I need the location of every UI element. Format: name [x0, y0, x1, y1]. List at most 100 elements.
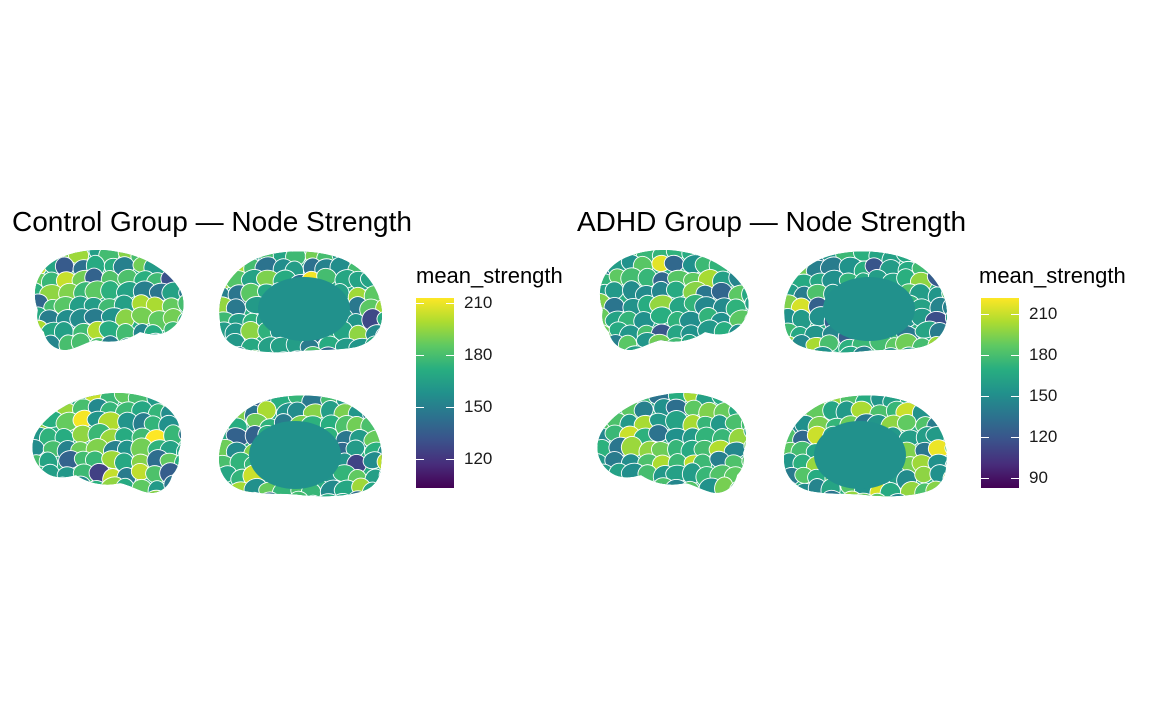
parcel	[360, 352, 383, 353]
parcel	[621, 491, 645, 515]
medial-wall	[814, 421, 906, 489]
control-panel: Control Group — Node Strength mean_stren…	[12, 206, 563, 521]
parcel	[53, 492, 73, 493]
parcel	[145, 332, 169, 350]
parcel	[599, 334, 613, 350]
parcel-group	[599, 250, 749, 350]
parcel	[784, 259, 798, 279]
parcel	[648, 424, 669, 443]
parcel	[173, 479, 182, 493]
parcel	[177, 463, 182, 485]
colorbar-tick-label: 180	[464, 345, 493, 364]
parcel	[942, 494, 947, 497]
parcel	[32, 400, 51, 421]
parcel	[34, 250, 47, 261]
parcel	[743, 423, 747, 443]
parcel	[316, 346, 342, 353]
parcel	[375, 251, 383, 266]
parcel	[145, 489, 170, 493]
parcel-group	[597, 393, 747, 516]
parcel	[301, 346, 324, 353]
parcel	[219, 490, 238, 497]
parcel	[711, 334, 734, 350]
parcel	[161, 335, 184, 350]
control-left-medial-view	[219, 395, 382, 521]
parcel	[650, 493, 674, 516]
parcel	[160, 488, 182, 493]
parcel	[683, 489, 705, 493]
parcel	[178, 397, 182, 419]
parcel	[219, 256, 234, 275]
parcel	[597, 393, 615, 410]
parcel	[930, 493, 947, 497]
parcel	[380, 395, 382, 411]
colorbar-tick-label: 210	[1029, 304, 1058, 324]
parcel	[68, 347, 94, 350]
parcel	[143, 348, 167, 350]
parcel	[377, 349, 383, 353]
parcel	[377, 271, 383, 294]
parcel	[740, 332, 749, 350]
parcel	[274, 351, 298, 353]
control-right-medial-view	[219, 251, 383, 353]
colorbar-tick-mark	[416, 303, 424, 305]
parcel	[131, 492, 153, 493]
parcel	[941, 402, 947, 423]
parcel	[228, 395, 249, 409]
colorbar-tick-mark	[1011, 314, 1019, 316]
colorbar-tick-label: 150	[464, 396, 493, 416]
parcel	[131, 347, 155, 350]
parcel	[743, 398, 747, 418]
parcel	[32, 488, 49, 493]
parcel	[739, 323, 749, 342]
parcel	[944, 455, 947, 478]
parcel	[175, 441, 182, 463]
parcel	[807, 494, 831, 497]
parcel	[114, 488, 138, 493]
parcel	[101, 349, 123, 350]
parcel	[725, 347, 749, 350]
medial-wall	[258, 277, 350, 341]
parcel	[115, 349, 139, 372]
colorbar-tick-mark	[981, 437, 989, 439]
parcel	[599, 346, 616, 350]
parcel	[175, 393, 182, 409]
parcel	[32, 393, 50, 409]
colorbar-tick-mark	[416, 458, 424, 460]
control-brain-views	[32, 250, 383, 521]
parcel	[695, 491, 715, 493]
parcel	[602, 492, 627, 493]
parcel	[173, 256, 184, 279]
parcel	[380, 416, 382, 438]
control-left-lateral-view	[34, 250, 184, 372]
colorbar-tick-mark	[446, 406, 454, 408]
parcel	[927, 395, 947, 414]
parcel	[316, 493, 341, 497]
colorbar-tick-mark	[981, 396, 989, 398]
parcel	[176, 347, 184, 350]
colorbar-tick-mark	[981, 355, 989, 357]
parcel	[784, 493, 798, 497]
parcel	[38, 492, 62, 514]
parcel	[597, 490, 615, 493]
parcel	[738, 393, 747, 407]
parcel	[227, 251, 251, 263]
parcel	[256, 491, 281, 497]
parcel	[790, 395, 810, 407]
parcel	[349, 395, 372, 409]
parcel	[269, 494, 296, 521]
parcel-group	[784, 395, 947, 497]
adhd-colorbar	[981, 298, 1019, 488]
colorbar-tick-mark	[1011, 396, 1019, 398]
parcel	[38, 393, 64, 413]
parcel	[728, 393, 747, 404]
parcel	[708, 492, 730, 493]
parcel	[301, 494, 324, 497]
parcel	[664, 479, 689, 493]
parcel	[179, 415, 182, 437]
colorbar-tick-mark	[1011, 478, 1019, 480]
colorbar-tick-mark	[446, 355, 454, 356]
parcel	[620, 393, 641, 404]
parcel	[911, 348, 932, 353]
adhd-left-medial-view	[784, 395, 947, 497]
